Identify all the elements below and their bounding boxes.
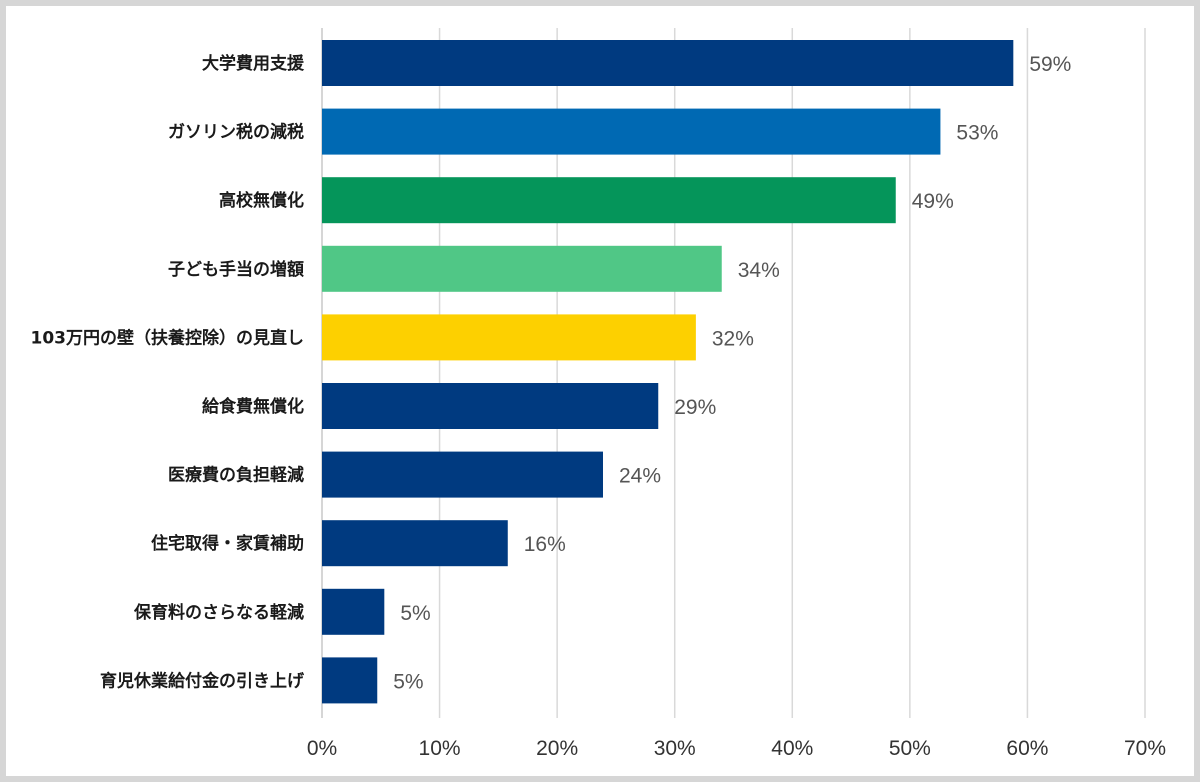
- category-label: 高校無償化: [219, 190, 304, 211]
- x-tick-label: 60%: [1006, 737, 1048, 760]
- bar: [322, 451, 603, 498]
- chart-frame: 大学費用支援ガソリン税の減税高校無償化子ども手当の増額 103万円の壁（扶養控除）…: [6, 6, 1194, 776]
- data-label: 16%: [524, 533, 566, 556]
- bar: [322, 314, 696, 361]
- bar: [322, 588, 385, 635]
- bar: [322, 177, 896, 224]
- category-label: 子ども手当の増額: [168, 259, 304, 280]
- data-label: 34%: [738, 259, 780, 282]
- x-tick-label: 70%: [1124, 737, 1166, 760]
- category-label: 大学費用支援: [202, 53, 305, 74]
- x-tick-label: 10%: [419, 737, 461, 760]
- bar: [322, 520, 508, 567]
- category-label: 育児休業給付金の引き上げ: [100, 670, 305, 691]
- x-axis-ticks: 0% 10% 20% 30% 40% 50% 60% 70%: [307, 737, 1166, 760]
- data-label: 49%: [912, 190, 954, 213]
- category-label: 給食費無償化: [202, 396, 304, 417]
- data-label: 59%: [1029, 53, 1071, 76]
- bar: [322, 383, 659, 429]
- x-tick-label: 0%: [307, 737, 337, 760]
- data-label: 5%: [393, 670, 423, 693]
- category-label: 103万円の壁（扶養控除）の見直し: [31, 327, 305, 348]
- bar: [322, 245, 722, 292]
- data-label: 29%: [674, 396, 716, 419]
- x-tick-label: 30%: [654, 737, 696, 760]
- value-labels: 59% 53% 49% 34% 32% 29% 24% 16% 5% 5%: [393, 53, 1071, 693]
- x-tick-label: 20%: [536, 737, 578, 760]
- category-label: 医療費の負担軽減: [168, 465, 304, 486]
- category-label: 保育料のさらなる軽減: [133, 602, 304, 623]
- category-label: 住宅取得・家賃補助: [151, 533, 304, 554]
- data-label: 53%: [956, 122, 998, 145]
- bar: [322, 40, 1014, 86]
- bar: [322, 657, 378, 704]
- bar: [322, 108, 941, 155]
- data-label: 32%: [712, 327, 754, 350]
- x-tick-label: 50%: [889, 737, 931, 760]
- bars: [322, 40, 1014, 704]
- data-label: 5%: [400, 602, 430, 625]
- x-tick-label: 40%: [771, 737, 813, 760]
- data-label: 24%: [619, 465, 661, 488]
- category-label: ガソリン税の減税: [168, 122, 304, 143]
